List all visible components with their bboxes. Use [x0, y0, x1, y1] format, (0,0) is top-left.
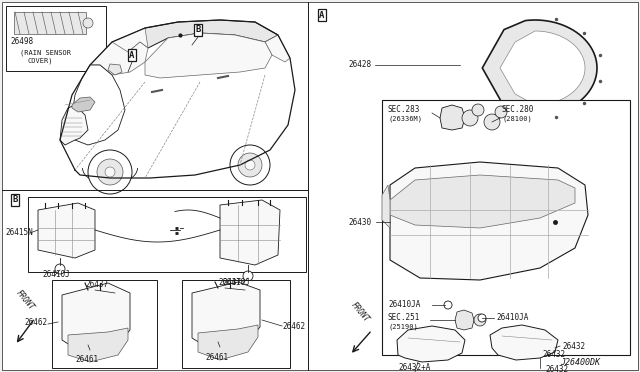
- Circle shape: [88, 150, 132, 194]
- Text: 26432+A: 26432+A: [398, 363, 430, 372]
- Text: 26437: 26437: [85, 280, 108, 289]
- Text: B: B: [195, 26, 201, 35]
- Circle shape: [230, 145, 270, 185]
- Polygon shape: [440, 105, 465, 130]
- Text: FRONT: FRONT: [14, 289, 36, 312]
- Text: B: B: [12, 196, 18, 205]
- Bar: [182, 280, 290, 368]
- Bar: [6, 6, 106, 71]
- Circle shape: [495, 106, 507, 118]
- Text: 26498: 26498: [10, 37, 33, 46]
- Text: (28100): (28100): [502, 115, 532, 122]
- Text: J26400DK: J26400DK: [560, 358, 600, 367]
- Circle shape: [245, 160, 255, 170]
- Polygon shape: [490, 325, 558, 360]
- Polygon shape: [220, 200, 280, 265]
- Polygon shape: [192, 282, 260, 352]
- Polygon shape: [500, 31, 585, 105]
- Polygon shape: [140, 20, 278, 48]
- Circle shape: [472, 104, 484, 116]
- Polygon shape: [112, 28, 148, 62]
- Text: (26336M): (26336M): [388, 115, 422, 122]
- Text: 26410J: 26410J: [222, 278, 250, 287]
- Text: 26461: 26461: [205, 353, 228, 362]
- Bar: [382, 100, 630, 355]
- Text: 26432: 26432: [542, 350, 565, 359]
- Text: 26432: 26432: [545, 365, 568, 372]
- Text: 26415N: 26415N: [5, 228, 33, 237]
- Text: 26410JA: 26410JA: [496, 313, 529, 322]
- Text: SEC.283: SEC.283: [388, 105, 420, 114]
- Text: 26428: 26428: [348, 60, 371, 69]
- Text: FRONT: FRONT: [349, 301, 371, 324]
- Polygon shape: [265, 35, 290, 62]
- Polygon shape: [68, 328, 128, 362]
- Text: 26430: 26430: [348, 218, 371, 227]
- Polygon shape: [198, 325, 258, 360]
- Circle shape: [238, 153, 262, 177]
- Text: A: A: [129, 51, 134, 60]
- Text: 26462: 26462: [282, 322, 305, 331]
- Text: (RAIN SENSOR: (RAIN SENSOR: [20, 49, 71, 55]
- Polygon shape: [108, 64, 122, 75]
- Polygon shape: [62, 283, 130, 355]
- Text: 26432: 26432: [562, 342, 585, 351]
- Text: 26410J: 26410J: [42, 270, 70, 279]
- Polygon shape: [390, 175, 575, 228]
- Polygon shape: [382, 185, 390, 228]
- Circle shape: [444, 301, 452, 309]
- Circle shape: [55, 264, 65, 274]
- Polygon shape: [390, 162, 588, 280]
- Polygon shape: [60, 105, 88, 145]
- Polygon shape: [455, 310, 474, 330]
- Circle shape: [462, 110, 478, 126]
- Polygon shape: [72, 65, 125, 145]
- Polygon shape: [483, 20, 597, 116]
- Text: A: A: [319, 10, 324, 19]
- Bar: [14, 12, 86, 34]
- Text: COVER): COVER): [28, 58, 54, 64]
- Polygon shape: [72, 97, 95, 112]
- Polygon shape: [38, 203, 95, 258]
- Polygon shape: [90, 42, 148, 75]
- Text: 26462: 26462: [24, 318, 47, 327]
- Circle shape: [478, 314, 486, 322]
- Text: (25190): (25190): [388, 323, 418, 330]
- Polygon shape: [145, 33, 272, 78]
- Text: 26437: 26437: [218, 278, 241, 287]
- Text: SEC.280: SEC.280: [502, 105, 534, 114]
- Text: 26410JA: 26410JA: [388, 300, 420, 309]
- Polygon shape: [60, 20, 295, 178]
- Text: 26461: 26461: [75, 355, 98, 364]
- Polygon shape: [397, 326, 465, 362]
- Circle shape: [484, 114, 500, 130]
- Circle shape: [83, 18, 93, 28]
- Text: SEC.251: SEC.251: [388, 313, 420, 322]
- Circle shape: [97, 159, 123, 185]
- Bar: [28, 197, 306, 272]
- Circle shape: [474, 314, 486, 326]
- Circle shape: [243, 271, 253, 281]
- Bar: [52, 280, 157, 368]
- Circle shape: [105, 167, 115, 177]
